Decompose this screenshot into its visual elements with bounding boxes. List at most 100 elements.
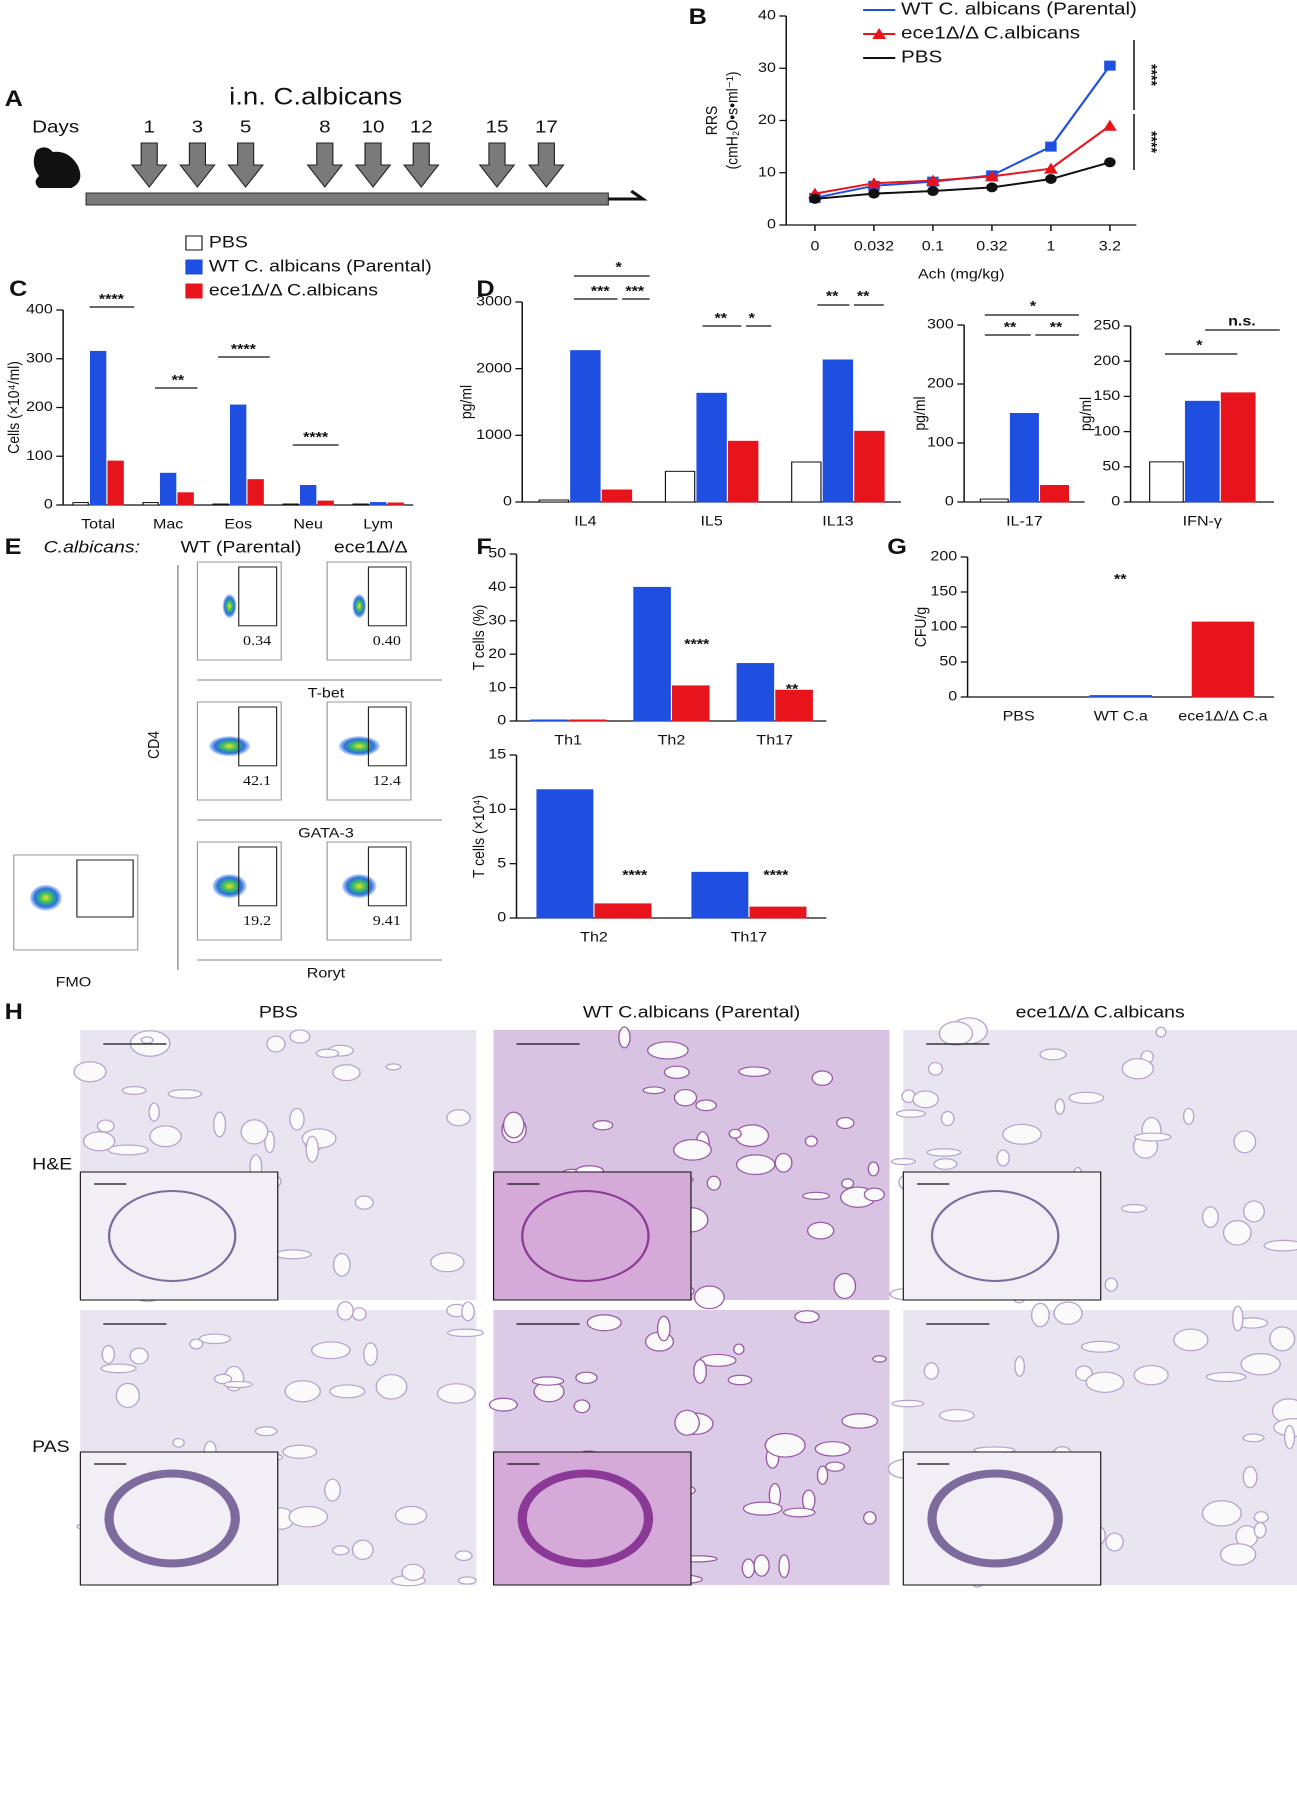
dose-arrow xyxy=(227,142,264,188)
airway xyxy=(172,1437,185,1448)
x-tick-label: Lym xyxy=(363,517,393,533)
significance: ** xyxy=(826,289,839,305)
bar xyxy=(775,689,813,722)
panel-label: D xyxy=(476,277,494,301)
panel-label: H xyxy=(5,1000,23,1024)
flow-gate xyxy=(238,706,278,767)
airway xyxy=(375,1373,408,1400)
airway xyxy=(825,1461,845,1472)
marker xyxy=(867,177,881,189)
y-tick-label: 10 xyxy=(488,679,506,695)
airway xyxy=(586,1314,622,1332)
y-axis-label: CD4 xyxy=(145,731,163,759)
bar xyxy=(300,485,317,506)
legend-swatch xyxy=(185,283,203,299)
legend-label: ece1Δ/Δ C.albicans xyxy=(209,280,378,300)
airway xyxy=(213,1373,233,1385)
bar xyxy=(1149,461,1184,503)
dose-arrow xyxy=(528,142,565,188)
airway xyxy=(289,1029,311,1044)
y-tick-label: 150 xyxy=(1093,388,1120,404)
airway xyxy=(401,1563,425,1581)
bar xyxy=(352,503,369,506)
legend-label: PBS xyxy=(209,232,248,252)
airway xyxy=(324,1478,341,1502)
flow-gate xyxy=(238,566,278,627)
x-tick-label: 0 xyxy=(810,239,819,255)
airway xyxy=(1242,1465,1258,1489)
y-tick-label: 100 xyxy=(927,435,954,451)
day-label: 10 xyxy=(362,117,385,137)
airway xyxy=(446,1328,484,1338)
airway xyxy=(923,1362,940,1380)
airway xyxy=(735,1154,776,1176)
airway xyxy=(727,1374,753,1386)
airway xyxy=(816,1465,829,1485)
airway xyxy=(1242,1433,1265,1443)
marker xyxy=(1045,141,1057,152)
y-tick-label: 0 xyxy=(767,217,776,233)
marker xyxy=(809,193,821,204)
bar xyxy=(1040,484,1070,503)
column-header: WT (Parental) xyxy=(181,537,302,557)
significance: ** xyxy=(857,289,870,305)
y-tick-label: 50 xyxy=(939,654,957,670)
airway xyxy=(1253,1521,1267,1539)
bar xyxy=(749,906,807,919)
dose-arrow xyxy=(179,142,216,188)
x-tick-label: IL5 xyxy=(700,514,722,530)
marker xyxy=(1104,60,1116,71)
airway xyxy=(167,1088,203,1099)
airway xyxy=(1080,1340,1121,1353)
bar xyxy=(1089,695,1153,698)
y-tick-label: 1000 xyxy=(476,427,512,443)
x-tick-label: 0.032 xyxy=(854,239,894,255)
day-label: 12 xyxy=(410,117,433,137)
airway xyxy=(254,1426,278,1437)
day-label: 17 xyxy=(535,117,558,137)
airway xyxy=(531,1376,565,1386)
airway xyxy=(764,1432,806,1458)
significance: *** xyxy=(591,284,610,300)
x-tick-label: 3.2 xyxy=(1099,239,1121,255)
legend-label: PBS xyxy=(901,47,942,67)
marker xyxy=(986,182,998,193)
marker-label: Roryt xyxy=(307,966,346,982)
bar xyxy=(633,586,671,722)
significance: ** xyxy=(786,682,799,698)
y-tick-label: 300 xyxy=(26,350,53,366)
bar xyxy=(72,502,89,506)
y-tick-label: 40 xyxy=(758,8,776,24)
airway xyxy=(1039,1048,1067,1061)
airway xyxy=(794,1310,820,1324)
marker xyxy=(1044,162,1058,174)
airway xyxy=(841,1413,879,1429)
airway xyxy=(774,1152,793,1173)
airway xyxy=(1263,1239,1297,1252)
series-line xyxy=(814,161,1111,200)
airway xyxy=(927,1061,944,1076)
bar xyxy=(107,460,124,506)
bar xyxy=(791,461,822,503)
y-tick-label: 150 xyxy=(930,584,957,600)
x-tick-label: Mac xyxy=(153,517,184,533)
airway xyxy=(656,1315,671,1342)
bar xyxy=(370,502,387,506)
airway xyxy=(778,1554,790,1579)
airway xyxy=(592,1120,614,1131)
bar xyxy=(822,359,854,503)
significance: * xyxy=(616,260,622,276)
airway xyxy=(672,1139,712,1161)
y-tick-label: 300 xyxy=(927,317,954,333)
dose-arrow xyxy=(402,142,440,188)
airway xyxy=(806,1221,835,1240)
airway xyxy=(802,1191,831,1200)
bar xyxy=(212,503,229,506)
marker xyxy=(1045,174,1057,185)
gate-frequency: 0.40 xyxy=(373,634,401,649)
x-tick-label: Eos xyxy=(224,517,252,533)
airway xyxy=(912,1090,939,1109)
significance: ** xyxy=(172,373,185,389)
x-tick-label: Th17 xyxy=(756,733,793,749)
airway xyxy=(814,1441,851,1457)
